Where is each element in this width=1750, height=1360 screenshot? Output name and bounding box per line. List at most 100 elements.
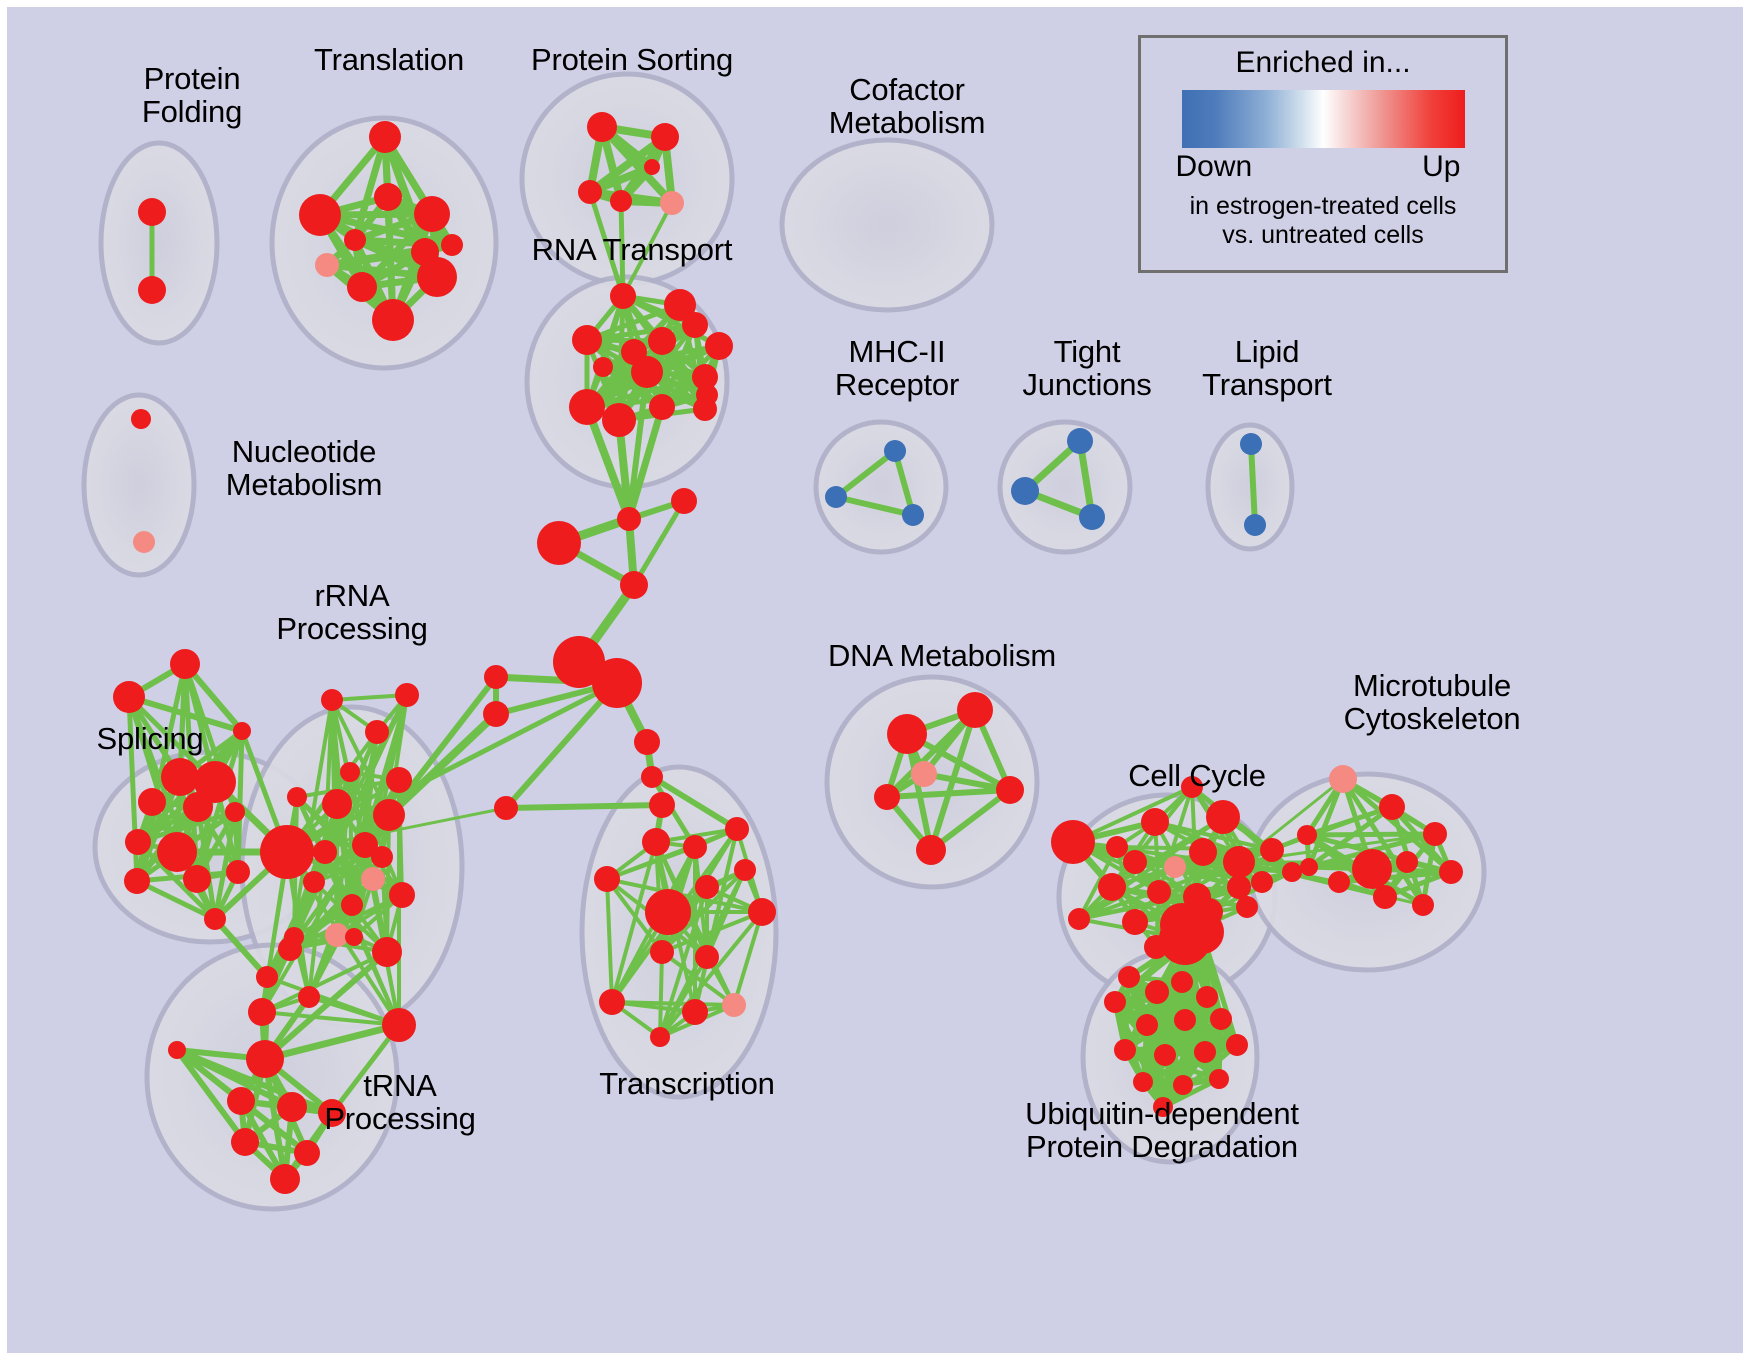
- network-node[interactable]: [1181, 776, 1203, 798]
- network-node[interactable]: [705, 332, 733, 360]
- network-node[interactable]: [1260, 838, 1284, 862]
- network-node[interactable]: [1244, 514, 1266, 536]
- network-node[interactable]: [284, 927, 304, 947]
- network-node[interactable]: [1251, 871, 1273, 893]
- network-node[interactable]: [372, 299, 414, 341]
- network-node[interactable]: [916, 835, 946, 865]
- network-node[interactable]: [634, 729, 660, 755]
- network-node[interactable]: [887, 714, 927, 754]
- network-node[interactable]: [1396, 851, 1418, 873]
- network-node[interactable]: [344, 229, 366, 251]
- network-node[interactable]: [1051, 820, 1095, 864]
- network-node[interactable]: [417, 257, 457, 297]
- network-node[interactable]: [246, 1040, 284, 1078]
- network-node[interactable]: [441, 234, 463, 256]
- network-node[interactable]: [1282, 862, 1302, 882]
- network-node[interactable]: [260, 825, 314, 879]
- network-node[interactable]: [664, 289, 696, 321]
- network-node[interactable]: [1236, 896, 1258, 918]
- network-node[interactable]: [313, 840, 337, 864]
- network-node[interactable]: [610, 190, 632, 212]
- network-node[interactable]: [695, 945, 719, 969]
- network-node[interactable]: [374, 183, 402, 211]
- network-node[interactable]: [1352, 849, 1392, 889]
- network-node[interactable]: [231, 1128, 259, 1156]
- network-node[interactable]: [1379, 794, 1405, 820]
- network-node[interactable]: [372, 937, 402, 967]
- network-node[interactable]: [298, 986, 320, 1008]
- network-node[interactable]: [682, 312, 708, 338]
- network-node[interactable]: [1106, 836, 1128, 858]
- network-node[interactable]: [1300, 858, 1318, 876]
- network-node[interactable]: [322, 789, 352, 819]
- network-node[interactable]: [1180, 910, 1224, 954]
- network-node[interactable]: [341, 894, 363, 916]
- network-node[interactable]: [270, 1164, 300, 1194]
- network-node[interactable]: [692, 364, 718, 390]
- network-node[interactable]: [644, 159, 660, 175]
- network-node[interactable]: [170, 649, 200, 679]
- network-node[interactable]: [138, 198, 166, 226]
- network-node[interactable]: [1373, 885, 1397, 909]
- network-node[interactable]: [1145, 980, 1169, 1004]
- network-node[interactable]: [722, 993, 746, 1017]
- network-node[interactable]: [204, 908, 226, 930]
- network-node[interactable]: [113, 681, 145, 713]
- network-node[interactable]: [194, 761, 236, 803]
- network-node[interactable]: [299, 194, 341, 236]
- network-node[interactable]: [696, 384, 718, 406]
- network-node[interactable]: [483, 701, 509, 727]
- network-node[interactable]: [138, 788, 166, 816]
- network-node[interactable]: [1141, 808, 1169, 836]
- network-node[interactable]: [553, 636, 605, 688]
- network-node[interactable]: [321, 689, 343, 711]
- network-node[interactable]: [631, 356, 663, 388]
- network-node[interactable]: [183, 792, 213, 822]
- network-node[interactable]: [569, 389, 605, 425]
- network-node[interactable]: [1067, 428, 1093, 454]
- network-node[interactable]: [1189, 838, 1217, 866]
- network-node[interactable]: [303, 871, 325, 893]
- network-node[interactable]: [537, 521, 581, 565]
- network-node[interactable]: [587, 112, 617, 142]
- network-node[interactable]: [1122, 909, 1148, 935]
- network-node[interactable]: [645, 889, 691, 935]
- network-node[interactable]: [1171, 971, 1193, 993]
- network-node[interactable]: [325, 923, 349, 947]
- network-node[interactable]: [599, 989, 625, 1015]
- network-node[interactable]: [1240, 433, 1262, 455]
- network-node[interactable]: [641, 766, 663, 788]
- network-node[interactable]: [161, 758, 199, 796]
- network-node[interactable]: [287, 787, 307, 807]
- network-node[interactable]: [1068, 908, 1090, 930]
- network-node[interactable]: [183, 865, 211, 893]
- network-node[interactable]: [594, 866, 620, 892]
- network-node[interactable]: [649, 394, 675, 420]
- network-node[interactable]: [957, 692, 993, 728]
- network-node[interactable]: [347, 272, 377, 302]
- network-node[interactable]: [389, 882, 415, 908]
- network-node[interactable]: [1223, 846, 1255, 878]
- network-node[interactable]: [1297, 825, 1317, 845]
- network-node[interactable]: [361, 867, 385, 891]
- network-node[interactable]: [572, 325, 602, 355]
- network-node[interactable]: [256, 966, 278, 988]
- network-node[interactable]: [157, 832, 197, 872]
- network-node[interactable]: [1154, 1044, 1176, 1066]
- network-node[interactable]: [1164, 856, 1186, 878]
- network-node[interactable]: [610, 283, 636, 309]
- network-node[interactable]: [902, 504, 924, 526]
- network-node[interactable]: [1329, 765, 1357, 793]
- network-node[interactable]: [1153, 1097, 1173, 1117]
- network-node[interactable]: [365, 720, 389, 744]
- network-node[interactable]: [1210, 1008, 1232, 1030]
- network-node[interactable]: [1114, 1039, 1136, 1061]
- network-node[interactable]: [1079, 504, 1105, 530]
- network-node[interactable]: [725, 817, 749, 841]
- network-node[interactable]: [996, 776, 1024, 804]
- network-node[interactable]: [131, 409, 151, 429]
- network-node[interactable]: [1136, 1014, 1158, 1036]
- network-node[interactable]: [748, 898, 776, 926]
- network-node[interactable]: [1328, 871, 1350, 893]
- network-node[interactable]: [1104, 991, 1126, 1013]
